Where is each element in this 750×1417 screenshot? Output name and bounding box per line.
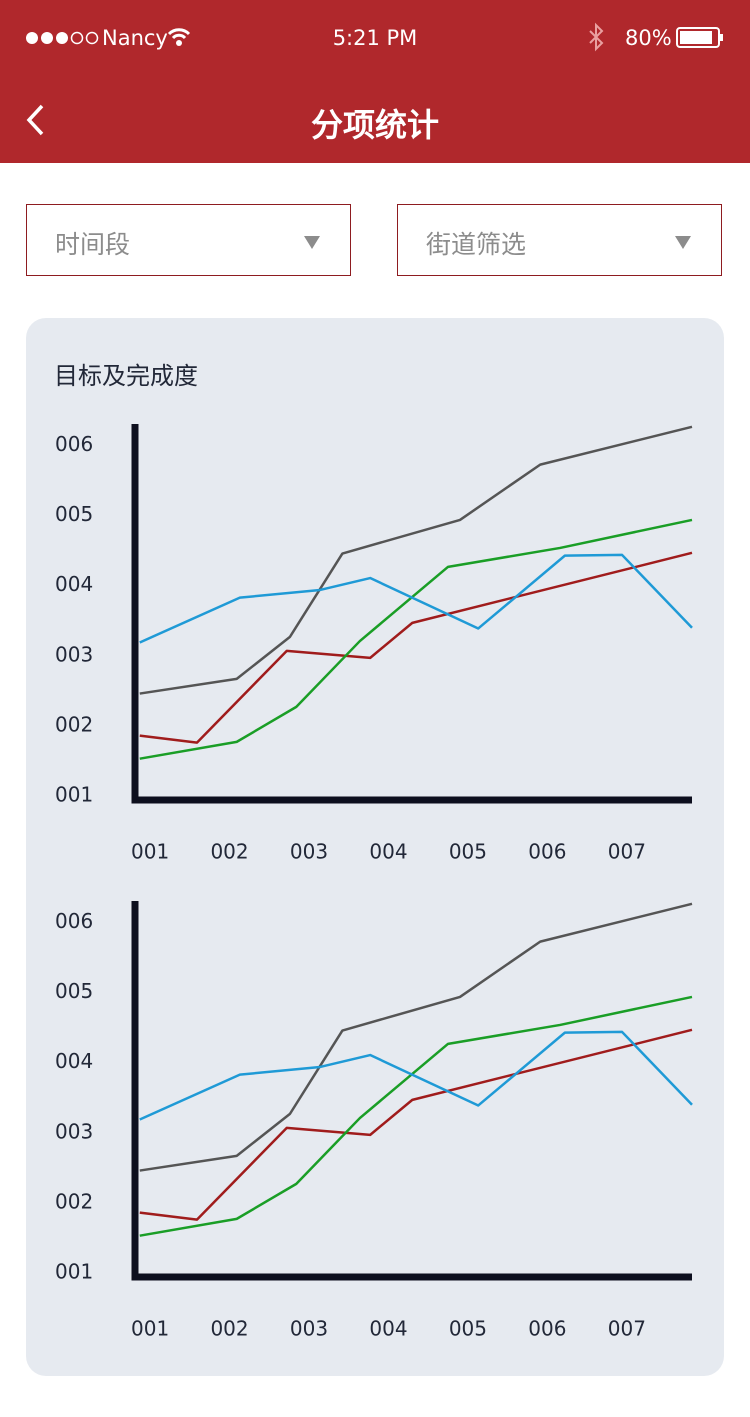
dropdown-label: 街道筛选	[426, 230, 527, 259]
line	[139, 551, 693, 744]
line	[139, 995, 693, 1237]
line	[139, 1028, 693, 1221]
status-icons	[26, 22, 723, 136]
line	[139, 1030, 693, 1121]
x-tick-label: 001	[131, 840, 169, 864]
line	[139, 518, 693, 760]
y-tick-label: 003	[55, 642, 93, 666]
x-tick-label: 002	[210, 840, 248, 864]
x-tick-label: 003	[290, 840, 328, 864]
chart-card: 目标及完成度	[26, 318, 724, 1376]
x-tick-label: 001	[131, 1317, 169, 1341]
y-tick-label: 005	[55, 979, 93, 1003]
x-tick-label: 006	[528, 1317, 566, 1341]
axis	[131, 424, 692, 804]
header-bar: Nancy 5:21 PM 80% 分项统计	[0, 0, 750, 163]
dropdown-label: 时间段	[55, 230, 131, 259]
x-tick-label: 003	[290, 1317, 328, 1341]
y-tick-label: 005	[55, 502, 93, 526]
x-tick-label: 004	[369, 1317, 407, 1341]
x-tick-label: 007	[608, 840, 646, 864]
y-tick-label: 004	[55, 572, 93, 596]
y-tick-label: 006	[55, 432, 93, 456]
carrier: Nancy	[102, 26, 168, 50]
dropdown[interactable]: 时间段	[26, 204, 351, 276]
x-tick-label: 004	[369, 840, 407, 864]
chart-title: 目标及完成度	[54, 362, 198, 390]
y-tick-label: 001	[55, 1259, 93, 1283]
page-title: 分项统计	[310, 106, 439, 144]
y-tick-label: 006	[55, 909, 93, 933]
y-tick-label: 001	[55, 782, 93, 806]
y-tick-label: 003	[55, 1119, 93, 1143]
y-tick-label: 004	[55, 1049, 93, 1073]
y-tick-label: 002	[55, 712, 93, 736]
time: 5:21 PM	[332, 26, 418, 50]
x-tick-label: 002	[210, 1317, 248, 1341]
axis	[131, 901, 692, 1281]
x-tick-label: 005	[449, 1317, 487, 1341]
line	[139, 902, 693, 1172]
back-button[interactable]	[26, 104, 44, 136]
dropdown[interactable]: 街道筛选	[397, 204, 722, 276]
battery: 80%	[625, 26, 672, 50]
x-tick-label: 006	[528, 840, 566, 864]
line	[139, 553, 693, 644]
x-tick-label: 005	[449, 840, 487, 864]
line	[139, 425, 693, 695]
x-tick-label: 007	[608, 1317, 646, 1341]
y-tick-label: 002	[55, 1189, 93, 1213]
